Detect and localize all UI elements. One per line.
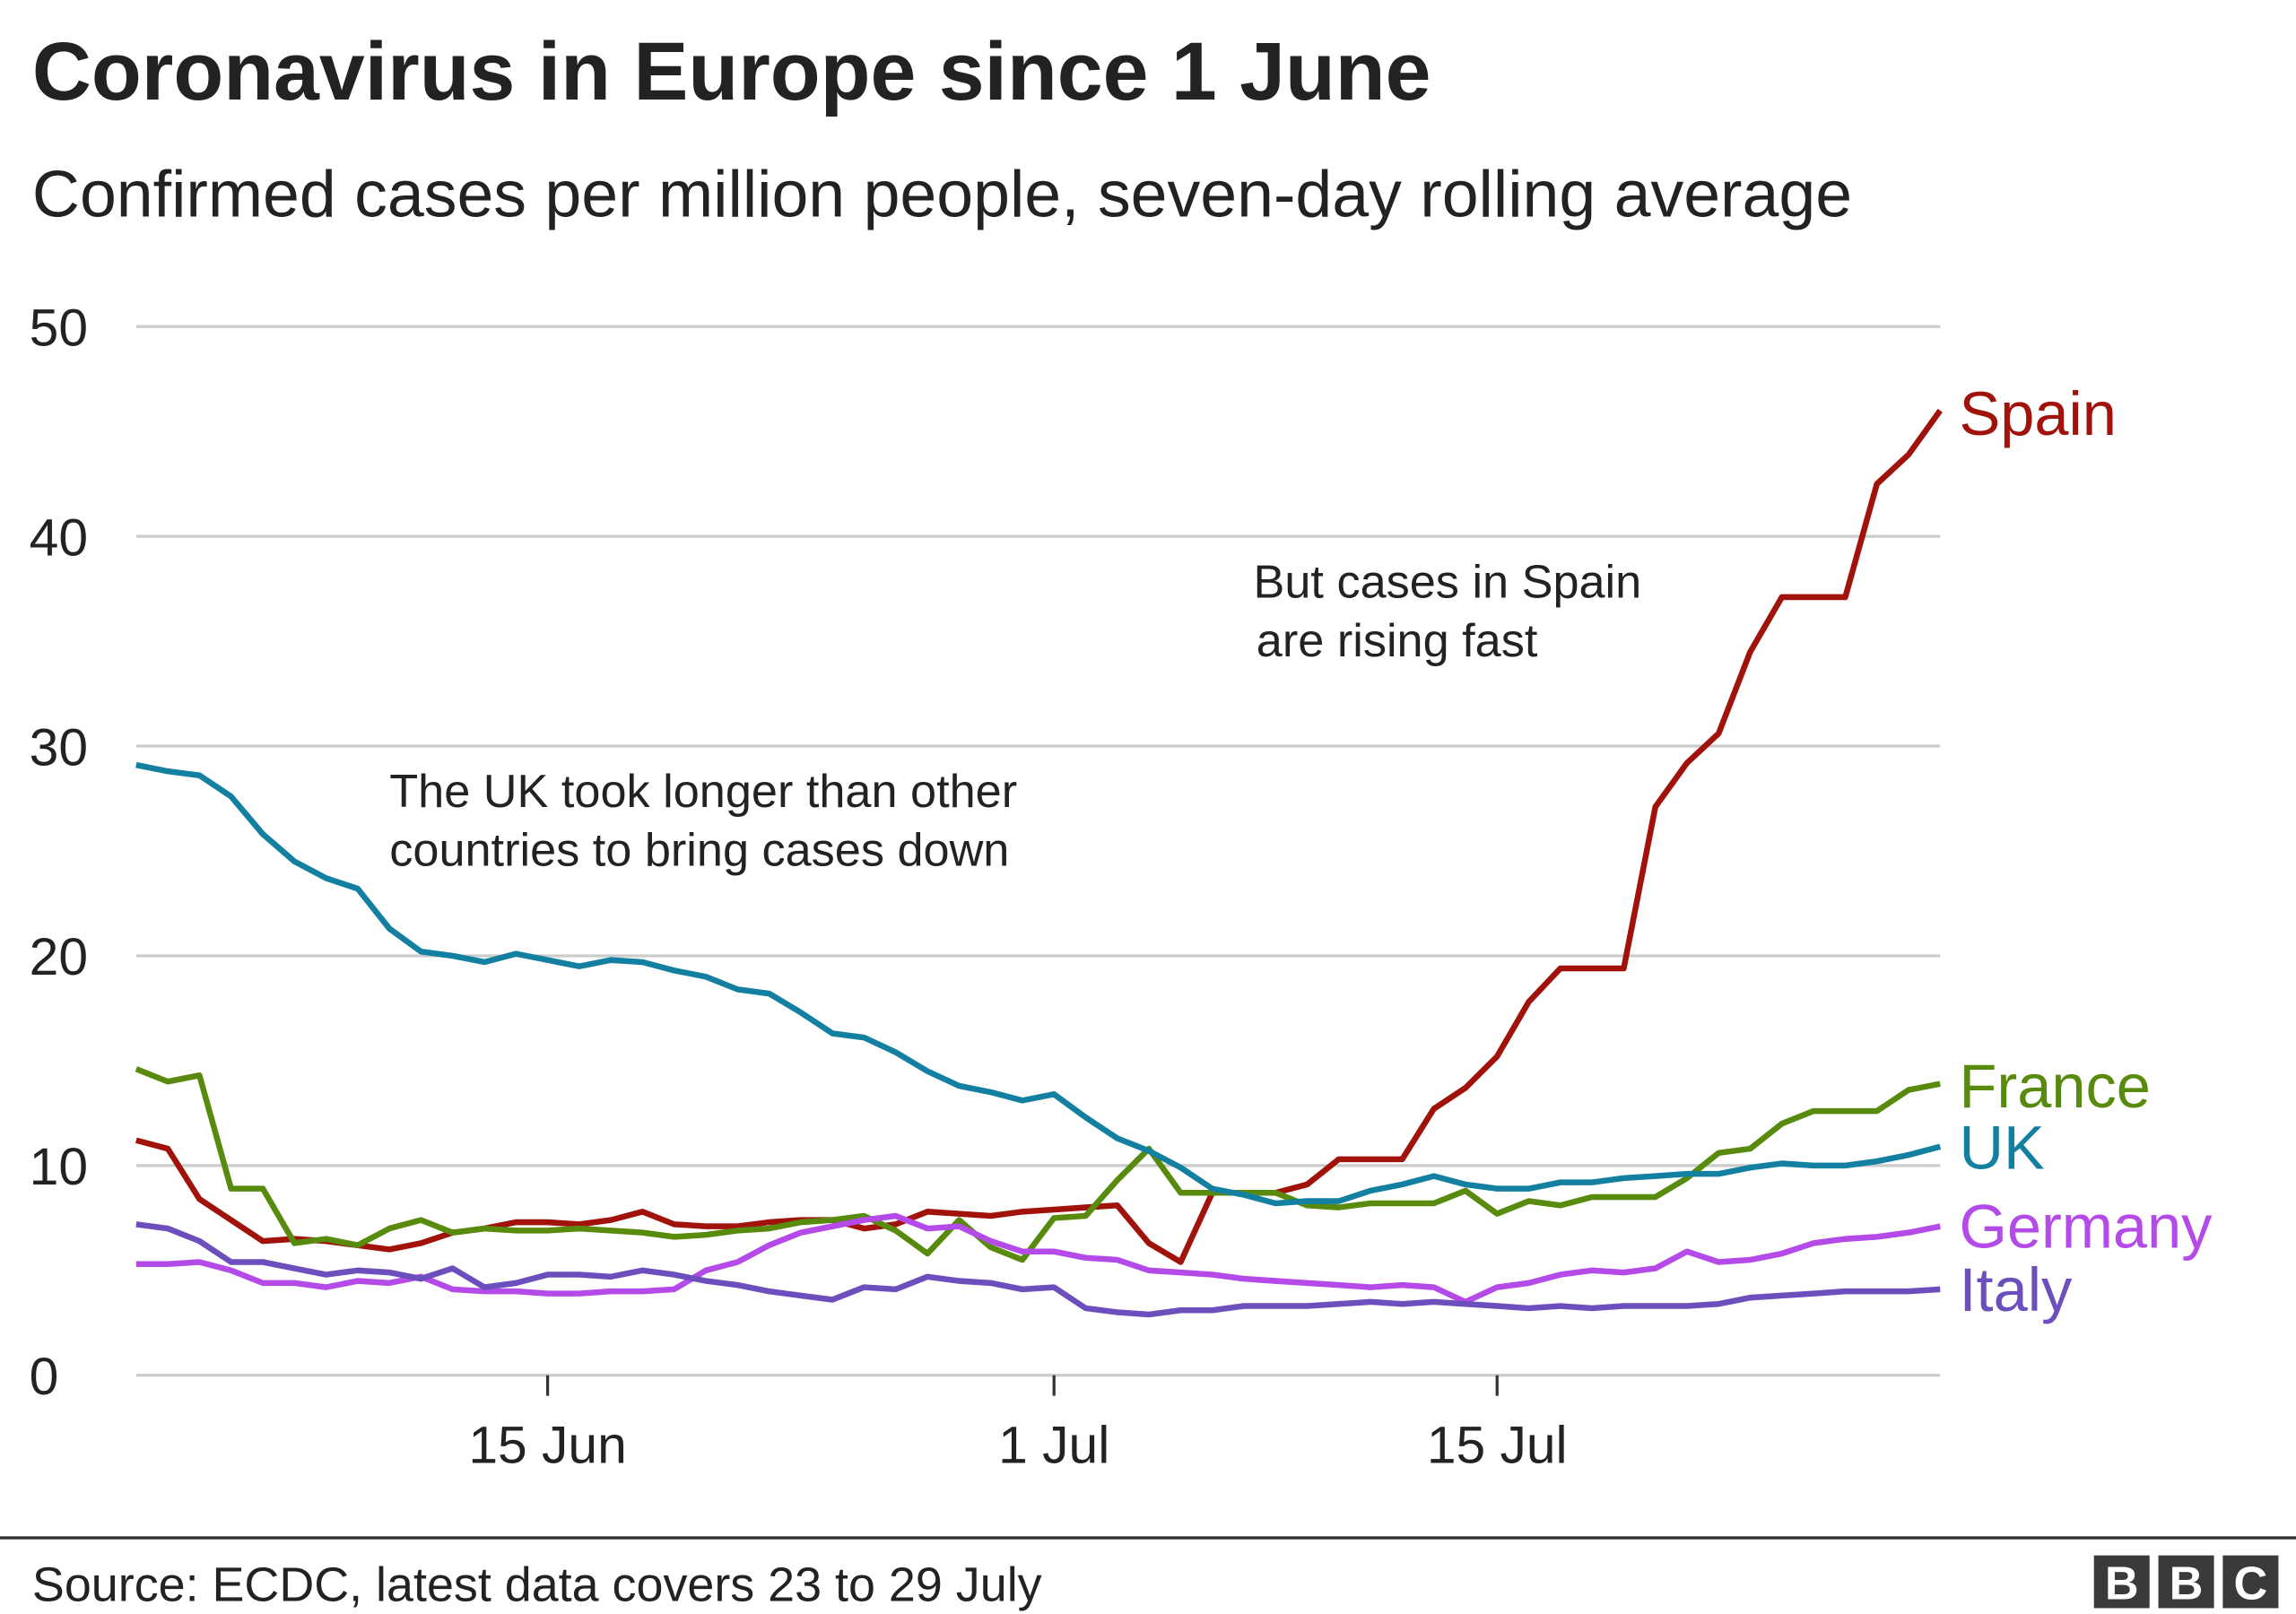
annotation: The UK took longer than other (389, 766, 1017, 818)
x-tick-label: 1 Jul (998, 1417, 1109, 1475)
series-line (135, 408, 1943, 1265)
annotation: countries to bring cases down (389, 824, 1009, 876)
annotation: But cases in Spain (1254, 556, 1642, 608)
series-line (135, 1221, 1941, 1318)
logo-letter: B (2105, 1558, 2139, 1610)
logo-letter: B (2170, 1558, 2204, 1610)
y-tick-label: 40 (30, 508, 88, 567)
legend-label: France (1959, 1052, 2150, 1121)
x-tick-label: 15 Jun (468, 1417, 626, 1475)
legend-label: Italy (1959, 1255, 2072, 1324)
x-tick-label: 15 Jul (1427, 1417, 1568, 1475)
annotation: are rising fast (1257, 615, 1538, 667)
logo-letter: C (2234, 1558, 2268, 1610)
legend-label: UK (1959, 1113, 2044, 1182)
y-tick-label: 10 (30, 1138, 88, 1196)
chart-title: Coronavirus in Europe since 1 June (32, 26, 1431, 117)
series-line (135, 761, 1942, 1207)
y-tick-label: 0 (30, 1348, 59, 1406)
source: Source: ECDC, latest data covers 23 to 2… (32, 1558, 1042, 1611)
legend-label: Spain (1959, 379, 2116, 448)
logo-box (2222, 1555, 2279, 1609)
logo-box (2158, 1555, 2214, 1609)
logo-box (2093, 1555, 2150, 1609)
series-line (135, 1212, 1941, 1306)
series-line (135, 1066, 1941, 1263)
chart-subtitle: Confirmed cases per million people, seve… (32, 157, 1852, 231)
y-tick-label: 30 (30, 718, 88, 777)
legend-label: Germany (1959, 1193, 2213, 1262)
y-tick-label: 50 (30, 299, 88, 357)
y-tick-label: 20 (30, 928, 88, 986)
